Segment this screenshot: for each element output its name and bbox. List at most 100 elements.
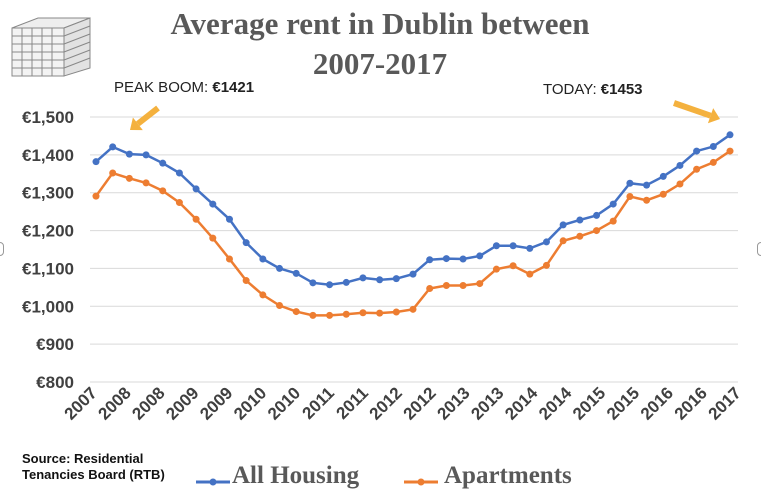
data-point	[626, 179, 634, 187]
x-tick-label: 2014	[501, 383, 542, 424]
data-point	[209, 200, 217, 208]
building-icon	[11, 17, 91, 77]
data-point	[542, 238, 550, 246]
series-line-apartments	[94, 150, 731, 317]
data-point	[142, 151, 150, 159]
data-point	[242, 277, 250, 285]
data-point	[542, 261, 550, 269]
data-point	[709, 158, 717, 166]
right-scroll-handle[interactable]	[757, 242, 761, 256]
data-point	[509, 242, 517, 250]
x-tick-label: 2013	[467, 383, 507, 423]
data-point	[426, 284, 434, 292]
chart-title-line1: Average rent in Dublin between	[170, 6, 590, 41]
data-point	[659, 190, 667, 198]
x-tick-label: 2011	[299, 383, 339, 423]
data-point	[643, 196, 651, 204]
data-point	[492, 242, 500, 250]
chart-title-line2: 2007-2017	[312, 46, 448, 81]
data-point	[426, 256, 434, 264]
x-tick-label: 2011	[332, 383, 372, 423]
peak-arrow-shaft	[136, 105, 160, 127]
x-tick-label: 2010	[230, 383, 270, 423]
data-point	[376, 309, 384, 317]
data-point	[526, 270, 534, 278]
x-tick-label: 2016	[671, 383, 711, 423]
x-tick-label: 2014	[535, 383, 576, 424]
data-point	[693, 165, 701, 173]
data-point	[326, 311, 334, 319]
left-scroll-handle[interactable]	[0, 242, 4, 256]
x-tick-label: 2009	[162, 383, 202, 423]
data-point	[109, 143, 117, 151]
data-point	[159, 159, 167, 167]
legend-swatch-apartments	[404, 478, 438, 486]
data-point	[593, 211, 601, 219]
data-point	[276, 264, 284, 272]
data-point	[693, 147, 701, 155]
data-point	[593, 227, 601, 235]
y-tick-label: €1,400	[22, 146, 74, 165]
data-point	[576, 232, 584, 240]
data-point	[726, 131, 734, 139]
data-point	[626, 193, 634, 200]
data-point	[159, 187, 167, 195]
legend-swatch-all-housing	[196, 478, 230, 486]
data-point	[292, 269, 300, 277]
x-tick-label: 2008	[128, 383, 168, 423]
data-point	[492, 265, 500, 273]
data-point	[442, 255, 450, 263]
data-point	[709, 143, 717, 151]
today-arrow-head	[707, 108, 720, 124]
legend-all-housing: All Housing	[232, 462, 360, 489]
x-tick-label: 2016	[637, 383, 677, 423]
y-tick-label: €1,200	[22, 222, 74, 241]
data-point	[175, 169, 183, 177]
x-tick-label: 2017	[705, 383, 745, 423]
x-tick-label: 2008	[95, 383, 135, 423]
data-point	[359, 274, 367, 282]
data-point	[726, 147, 734, 155]
data-point	[509, 262, 517, 270]
today-annotation-label: TODAY:	[543, 81, 601, 98]
y-tick-label: €1,100	[22, 259, 74, 278]
data-point	[392, 308, 400, 316]
series-line-all-housing	[95, 133, 731, 286]
x-tick-label: 2015	[603, 383, 643, 423]
data-point	[609, 200, 617, 208]
data-point	[409, 270, 417, 278]
data-point	[92, 158, 100, 166]
data-point	[209, 234, 217, 242]
data-point	[292, 308, 300, 316]
data-point	[225, 255, 233, 263]
x-tick-label: 2009	[196, 383, 236, 423]
data-point	[609, 217, 617, 225]
data-point	[92, 192, 100, 200]
data-point	[342, 278, 350, 286]
data-point	[676, 161, 684, 169]
data-point	[259, 255, 267, 263]
legend-apartments: Apartments	[444, 462, 572, 489]
data-point	[476, 252, 484, 260]
peak-annotation-label: PEAK BOOM:	[114, 79, 213, 96]
data-point	[142, 179, 150, 187]
data-point	[559, 221, 567, 229]
x-tick-label: 2012	[400, 383, 440, 423]
data-point	[392, 275, 400, 283]
peak-annotation: PEAK BOOM: €1421	[114, 79, 254, 96]
data-point	[242, 239, 250, 247]
data-point	[459, 281, 467, 289]
data-point	[259, 291, 267, 299]
data-point	[125, 174, 133, 182]
data-point	[359, 309, 367, 317]
y-tick-label: €1,000	[22, 297, 74, 316]
data-point	[409, 305, 417, 313]
x-tick-label: 2013	[433, 383, 473, 423]
data-point	[309, 279, 317, 287]
data-point	[342, 310, 350, 318]
data-point	[109, 169, 117, 177]
x-tick-label: 2015	[569, 383, 609, 423]
data-point	[326, 281, 334, 289]
data-point	[576, 216, 584, 224]
